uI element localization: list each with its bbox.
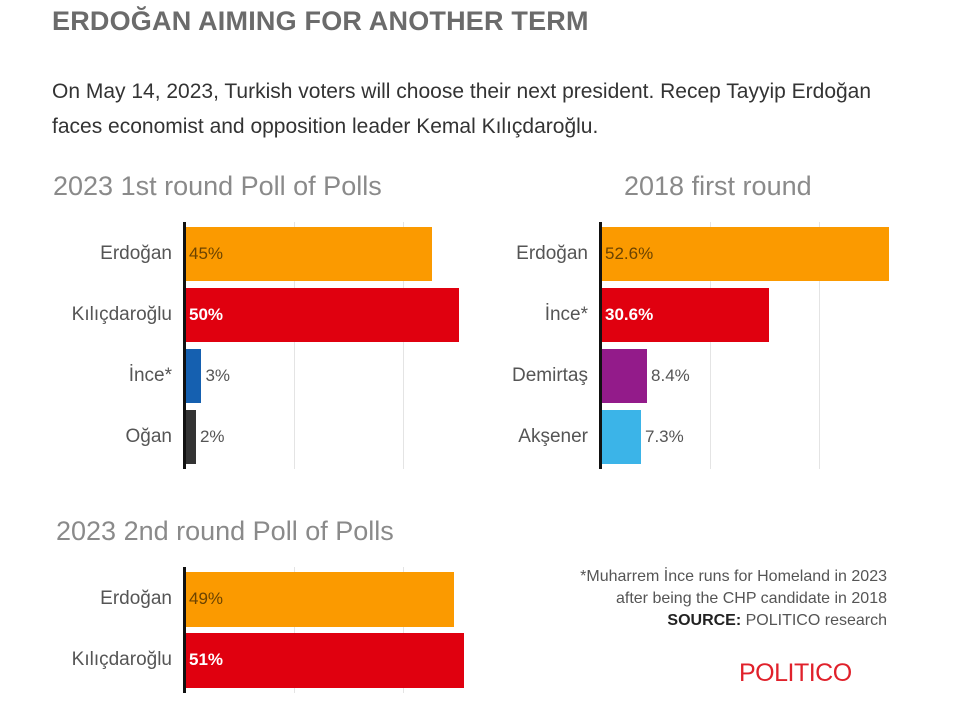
footnote-line-1: *Muharrem İnce runs for Homeland in 2023 (580, 568, 887, 585)
value-label: 45% (189, 244, 224, 263)
value-label: 2% (199, 427, 225, 446)
chart-title-second-round-2023: 2023 2nd round Poll of Polls (56, 516, 394, 546)
value-label: 52.6% (605, 244, 654, 263)
category-label: İnce* (544, 304, 588, 325)
category-label: Erdoğan (100, 243, 172, 264)
bar-Demirtaş (601, 349, 648, 403)
gridline (293, 567, 295, 693)
bar-Kılıçdaroğlu (185, 288, 459, 342)
axis-line (183, 567, 186, 693)
category-label: Akşener (518, 426, 588, 447)
category-label: Oğan (125, 426, 172, 447)
axis-line (599, 222, 602, 469)
bar-İnce* (601, 288, 769, 342)
value-label: 51% (189, 650, 224, 669)
chart-title-2018: 2018 first round (624, 171, 812, 201)
bar-İnce* (185, 349, 202, 403)
value-label: 7.3% (645, 427, 684, 446)
category-label: İnce* (128, 365, 172, 386)
subtitle: On May 14, 2023, Turkish voters will cho… (52, 80, 872, 138)
bar-Erdoğan (601, 227, 890, 281)
value-label: 3% (205, 366, 231, 385)
gridline (709, 222, 711, 469)
bar-Erdoğan (185, 572, 454, 627)
bar-Akşener (601, 410, 641, 464)
value-label: 49% (189, 589, 224, 608)
source-line: SOURCE: POLITICO research (580, 610, 887, 632)
bar-Oğan (185, 410, 196, 464)
category-label: Demirtaş (511, 365, 588, 386)
bar-Kılıçdaroğlu (185, 633, 465, 688)
gridline (403, 567, 405, 693)
value-label: 8.4% (651, 366, 690, 385)
gridline (819, 222, 821, 469)
footnote: *Muharrem İnce runs for Homeland in 2023… (580, 566, 887, 632)
axis-line (183, 222, 186, 469)
value-label: 50% (189, 305, 224, 324)
footnote-line-2: after being the CHP candidate in 2018 (615, 590, 887, 607)
source-label: SOURCE: (667, 612, 742, 629)
category-label: Erdoğan (100, 588, 172, 609)
chart-title-first-round-2023: 2023 1st round Poll of Polls (53, 171, 382, 201)
page-title: ERDOĞAN AIMING FOR ANOTHER TERM (52, 6, 589, 36)
value-label: 30.6% (605, 305, 654, 324)
bar-Erdoğan (185, 227, 432, 281)
source-text: POLITICO research (741, 612, 887, 629)
politico-logo: POLITICO (739, 659, 852, 687)
category-label: Kılıçdaroğlu (71, 649, 172, 670)
gridline (293, 222, 295, 469)
gridline (403, 222, 405, 469)
category-label: Kılıçdaroğlu (71, 304, 172, 325)
category-label: Erdoğan (516, 243, 588, 264)
